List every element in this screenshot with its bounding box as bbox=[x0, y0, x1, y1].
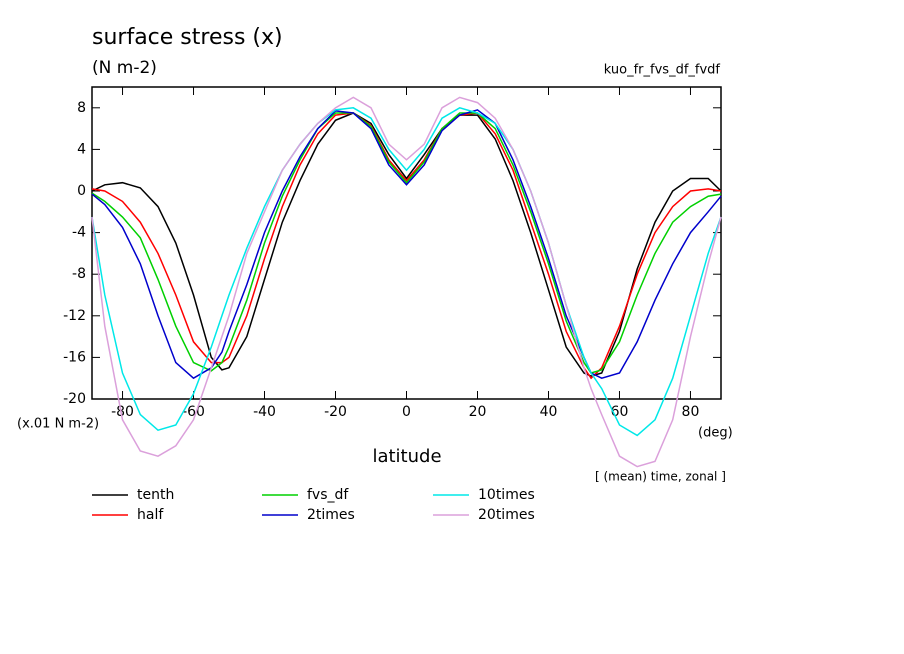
x-tick-label: 0 bbox=[402, 404, 411, 420]
y-tick-label: 8 bbox=[77, 100, 86, 116]
series-line bbox=[91, 112, 722, 380]
plot-frame bbox=[91, 86, 722, 400]
footnote: [ (mean) time, zonal ] bbox=[595, 470, 726, 484]
legend-label: 10times bbox=[478, 487, 535, 503]
x-tick-label: -60 bbox=[182, 404, 205, 420]
y-tick-label: -4 bbox=[72, 225, 86, 241]
y-tick-label: -12 bbox=[63, 308, 86, 324]
chart-subtitle: (N m-2) bbox=[92, 58, 157, 78]
series-line bbox=[91, 112, 722, 374]
series-line bbox=[91, 109, 722, 380]
x-tick-label: -20 bbox=[324, 404, 347, 420]
legend-label: tenth bbox=[137, 487, 174, 503]
y-axis-unit: (x.01 N m-2) bbox=[17, 417, 99, 432]
y-tick-label: 4 bbox=[77, 141, 86, 157]
y-tick-label: 0 bbox=[77, 183, 86, 199]
legend-label: 20times bbox=[478, 507, 535, 523]
x-tick-label: -80 bbox=[111, 404, 134, 420]
x-tick-label: 20 bbox=[469, 404, 487, 420]
series-line bbox=[91, 106, 722, 437]
y-tick-label: -20 bbox=[63, 391, 86, 407]
chart-title: surface stress (x) bbox=[92, 25, 283, 50]
x-axis-label: latitude bbox=[372, 446, 441, 467]
x-tick-label: 40 bbox=[540, 404, 558, 420]
x-tick-label: 80 bbox=[682, 404, 700, 420]
x-axis-unit: (deg) bbox=[698, 426, 733, 441]
legend-label: half bbox=[137, 507, 164, 523]
legend-label: 2times bbox=[307, 507, 355, 523]
series-line bbox=[91, 96, 722, 468]
legend-label: fvs_df bbox=[307, 487, 349, 503]
y-tick-label: -16 bbox=[63, 349, 86, 365]
y-tick-label: -8 bbox=[72, 266, 86, 282]
x-tick-label: -40 bbox=[253, 404, 276, 420]
annotation: kuo_fr_fvs_df_fvdf bbox=[604, 63, 721, 78]
series-line bbox=[91, 112, 722, 377]
